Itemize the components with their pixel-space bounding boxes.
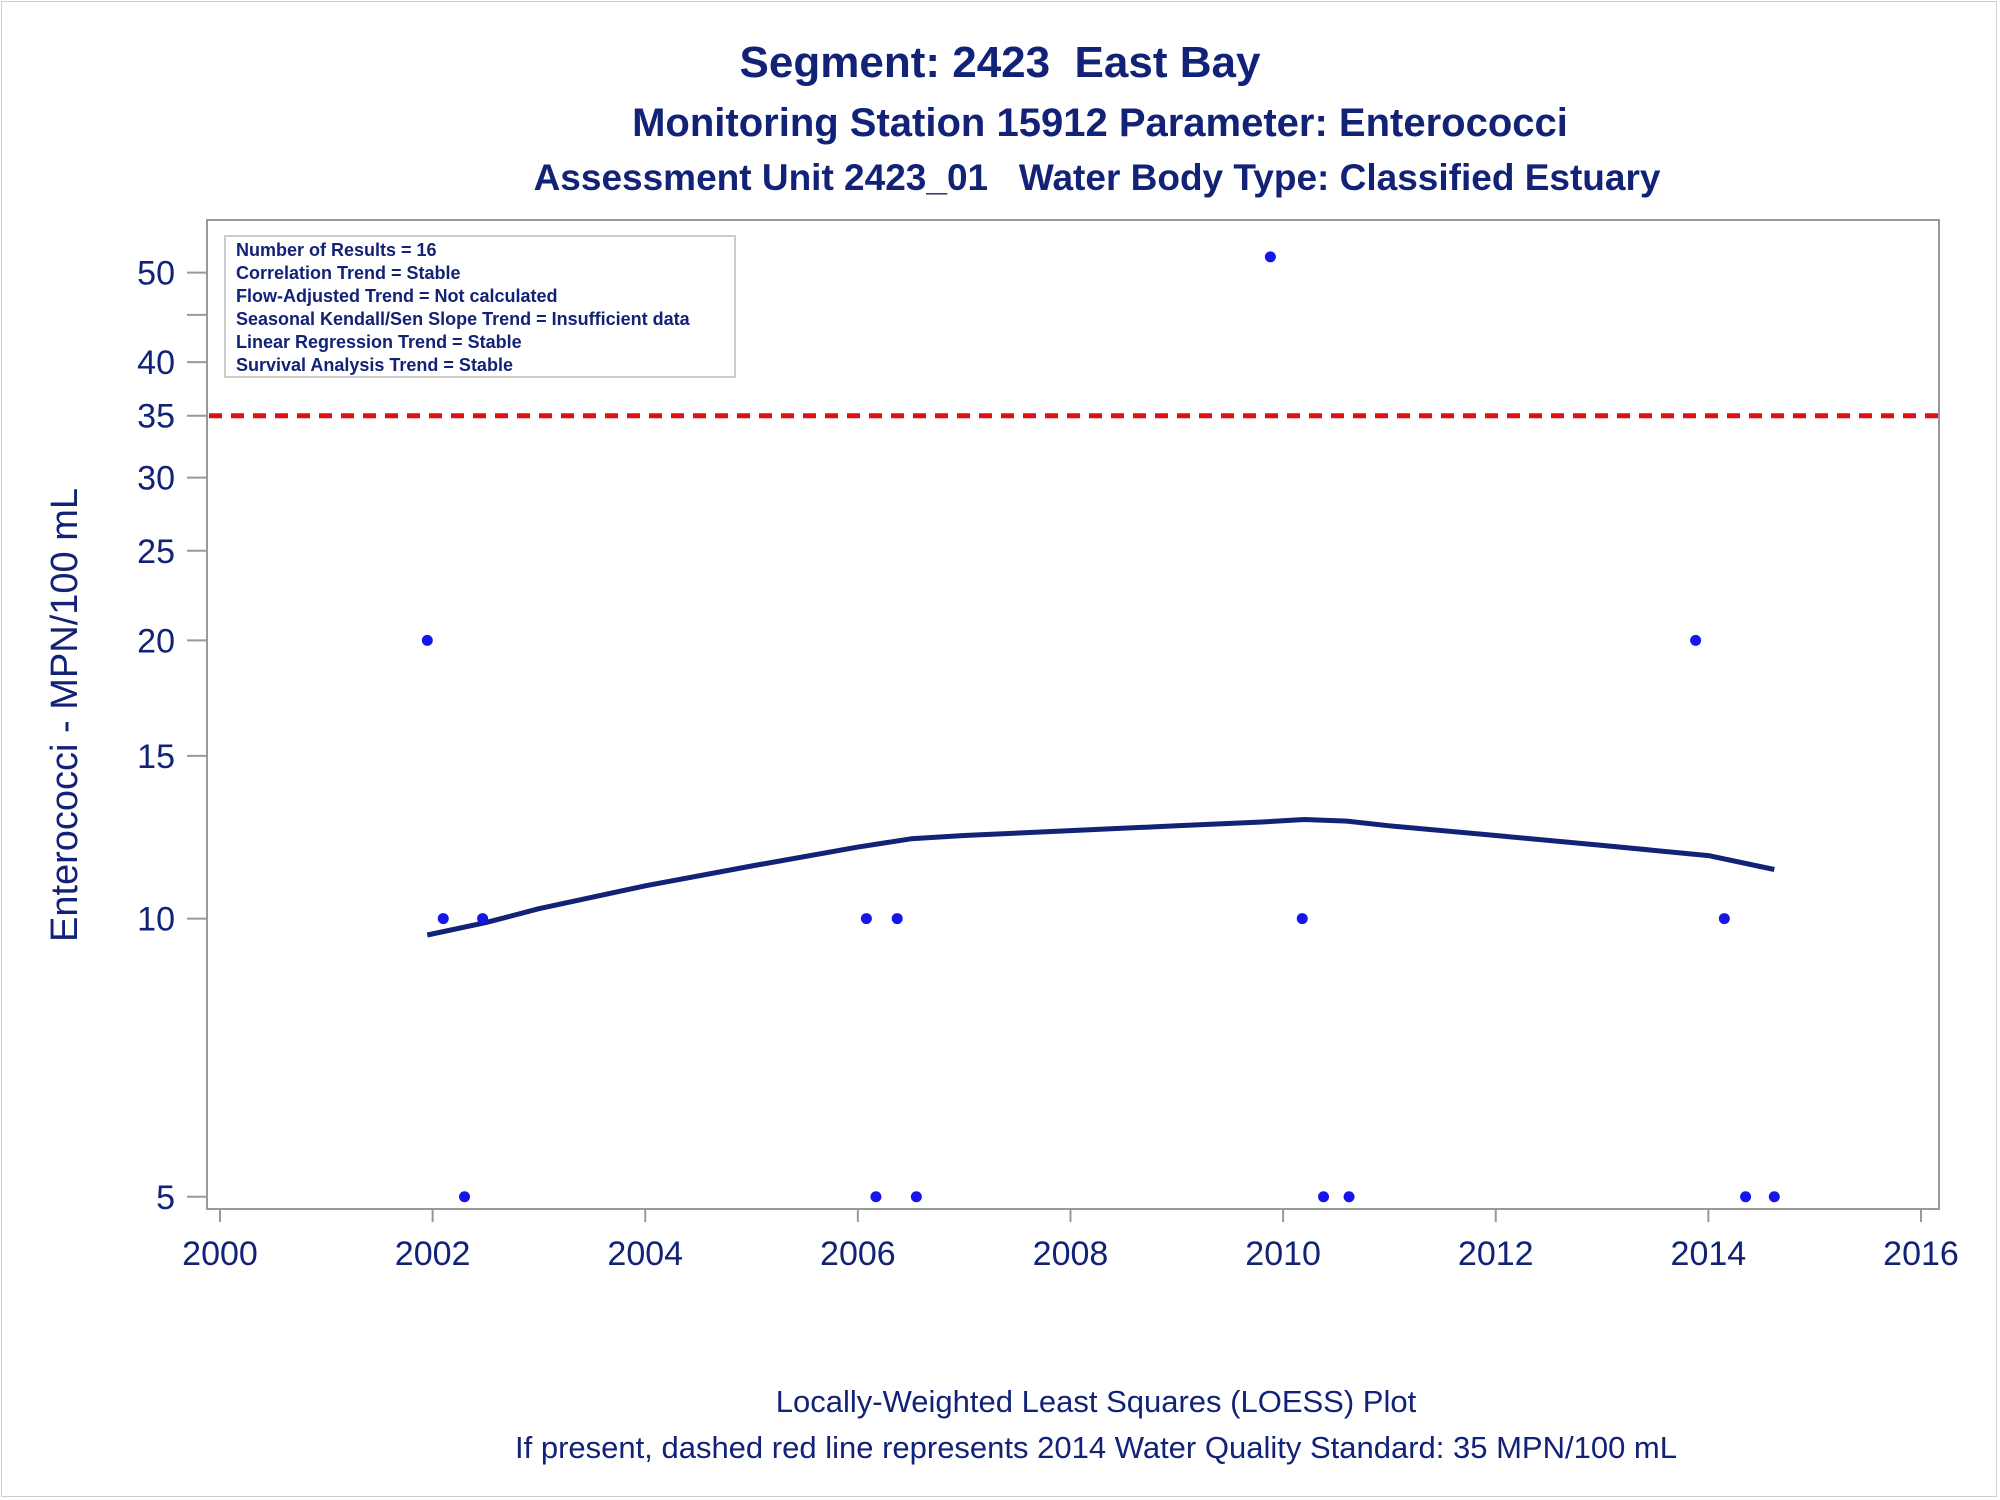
chart-subtitle: Monitoring Station 15912 Parameter: Ente… <box>632 101 1568 145</box>
x-tick-label: 2012 <box>1458 1235 1534 1273</box>
data-point <box>1718 913 1730 925</box>
footnote-standard: If present, dashed red line represents 2… <box>515 1430 1677 1465</box>
x-tick-label: 2002 <box>395 1235 471 1273</box>
axes-layer: 2000 2002 2004 2006 2008 2010 2012 2014 2016 5 10 1… <box>137 219 1959 1273</box>
info-box-line: Seasonal Kendall/Sen Slope Trend = Insuf… <box>236 309 691 329</box>
info-box-line: Number of Results = 16 <box>236 240 437 260</box>
info-box-frame <box>224 235 736 378</box>
chart-subtitle-2: Assessment Unit 2423_01 Water Body Type:… <box>533 157 1661 198</box>
data-point <box>1740 1191 1752 1203</box>
info-box-line: Linear Regression Trend = Stable <box>236 332 522 352</box>
x-tick-label: 2014 <box>1671 1235 1747 1273</box>
data-point <box>1318 1191 1330 1203</box>
data-point <box>860 913 872 925</box>
points-layer <box>421 251 1780 1203</box>
y-tick-label: 25 <box>137 533 175 571</box>
y-tick-label: 15 <box>137 738 175 776</box>
info-box-line: Correlation Trend = Stable <box>236 263 461 283</box>
y-tick-label: 5 <box>156 1179 175 1217</box>
data-point <box>910 1191 922 1203</box>
x-tick-label: 2016 <box>1883 1235 1959 1273</box>
x-tick-label: 2006 <box>820 1235 896 1273</box>
y-tick-label: 20 <box>137 622 175 660</box>
y-tick-label: 10 <box>137 901 175 939</box>
x-tick-label: 2004 <box>607 1235 683 1273</box>
data-point <box>421 634 433 646</box>
footnote-loess: Locally-Weighted Least Squares (LOESS) P… <box>775 1384 1417 1419</box>
x-tick-label: 2000 <box>182 1235 258 1273</box>
info-box-line: Survival Analysis Trend = Stable <box>236 355 513 375</box>
y-tick-label: 30 <box>137 460 175 498</box>
info-box-line: Flow-Adjusted Trend = Not calculated <box>236 286 558 306</box>
chart-title: Segment: 2423 East Bay <box>739 38 1261 87</box>
data-point <box>437 913 449 925</box>
data-point <box>1343 1191 1355 1203</box>
data-point <box>1690 634 1702 646</box>
data-point <box>891 913 903 925</box>
x-tick-label: 2008 <box>1033 1235 1109 1273</box>
y-axis-label: Enterococci - MPN/100 mL <box>44 488 86 942</box>
data-point <box>870 1191 882 1203</box>
info-box: Number of Results = 16 Correlation Trend … <box>224 235 736 378</box>
y-tick-label: 40 <box>137 344 175 382</box>
plot-area-frame <box>206 219 1940 1210</box>
y-tick-label: 50 <box>137 255 175 293</box>
loess-curve <box>426 817 1775 938</box>
y-tick-label: 35 <box>137 398 175 436</box>
data-point <box>1264 251 1276 263</box>
data-point <box>1296 913 1308 925</box>
data-point <box>459 1191 471 1203</box>
data-point <box>1768 1191 1780 1203</box>
x-tick-label: 2010 <box>1245 1235 1321 1273</box>
data-point <box>477 913 489 925</box>
loess-layer <box>426 817 1775 938</box>
